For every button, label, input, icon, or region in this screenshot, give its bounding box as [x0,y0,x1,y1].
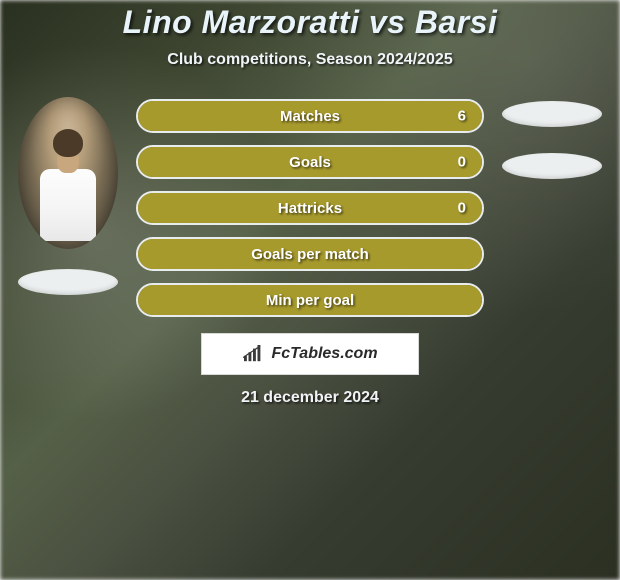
player-left-oval [18,269,118,295]
player-right-oval-2 [502,153,602,179]
stat-value-right: 0 [458,154,466,171]
stat-value-right: 6 [458,108,466,125]
stat-label: Min per goal [266,292,354,309]
stat-row-goals-per-match: Goals per match [136,237,484,271]
date-text: 21 december 2024 [0,389,620,407]
stats-column: Matches 6 Goals 0 Hattricks 0 Goals per … [136,99,484,317]
stat-label: Matches [280,108,340,125]
player-right-column [494,97,610,179]
stat-row-matches: Matches 6 [136,99,484,133]
player-left-column [10,97,126,295]
brand-text: FcTables.com [271,345,377,363]
stat-row-hattricks: Hattricks 0 [136,191,484,225]
comparison-row: Matches 6 Goals 0 Hattricks 0 Goals per … [0,97,620,317]
stat-row-goals: Goals 0 [136,145,484,179]
stat-row-min-per-goal: Min per goal [136,283,484,317]
player-right-ovals [502,101,602,179]
brand-box[interactable]: FcTables.com [201,333,419,375]
bar-chart-icon [242,345,264,363]
comparison-title: Lino Marzoratti vs Barsi [0,4,620,41]
player-left-avatar [18,97,118,249]
content-wrapper: Lino Marzoratti vs Barsi Club competitio… [0,0,620,580]
season-subtitle: Club competitions, Season 2024/2025 [0,51,620,69]
player-left-kit [40,169,96,241]
player-right-oval-1 [502,101,602,127]
stat-label: Goals [289,154,331,171]
stat-label: Hattricks [278,200,342,217]
stat-label: Goals per match [251,246,369,263]
stat-value-right: 0 [458,200,466,217]
